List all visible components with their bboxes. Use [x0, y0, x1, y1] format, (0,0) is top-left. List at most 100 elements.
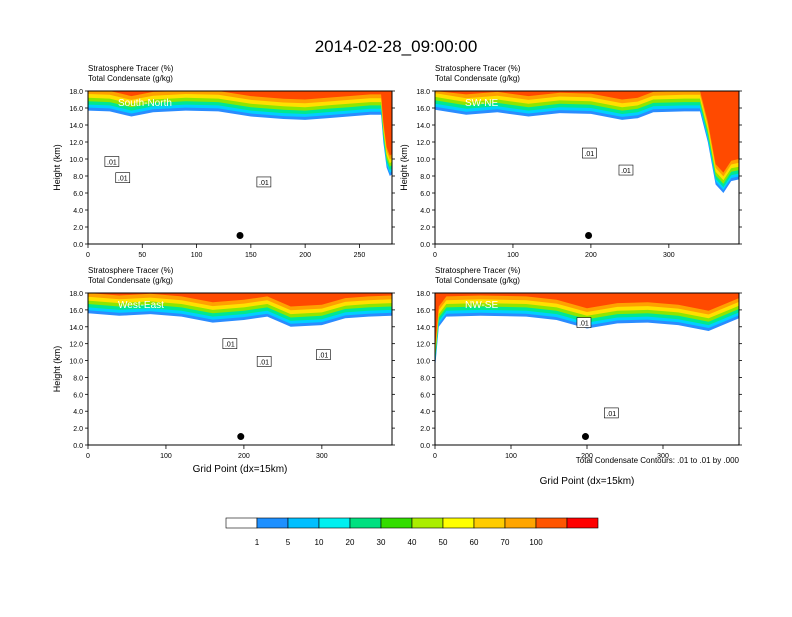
- tracer-band-5: [435, 293, 739, 357]
- x-tick-label: 200: [585, 252, 597, 259]
- x-axis-label: Grid Point (dx=15km): [193, 464, 288, 475]
- y-tick-label: 2.0: [73, 426, 83, 433]
- plot-frame: [87, 292, 393, 446]
- panel-4: .01 .01 NW-SE 0.0 2.0 4.0 6.0 8.0 10.0 12.0 14.0 16…: [416, 266, 742, 487]
- panel-2: .01 .01 SW-NE 0.0 2.0 4.0 6.0 8.0 10.0 12.0 14.0 16…: [399, 64, 742, 259]
- y-tick-label: 6.0: [73, 392, 83, 399]
- y-tick-label: 0.0: [73, 242, 83, 249]
- contour-label-box: [256, 176, 272, 188]
- y-tick-label: 4.0: [73, 208, 83, 215]
- colorbar-swatch: [504, 517, 537, 529]
- y-tick-label: 2.0: [73, 225, 83, 232]
- y-tick-label: 0.0: [420, 242, 430, 249]
- colorbar-swatch: [566, 517, 599, 529]
- x-tick-label: 200: [581, 453, 593, 460]
- y-tick-label: 4.0: [420, 208, 430, 215]
- x-tick-label: 0: [86, 252, 90, 259]
- contour-label-box: [604, 407, 619, 419]
- cross-section-label: SW-NE: [465, 98, 498, 109]
- figure-title: 2014-02-28_09:00:00: [315, 37, 478, 56]
- subtitle-tracer: Stratosphere Tracer (%): [88, 64, 174, 73]
- x-axis-label: Grid Point (dx=15km): [540, 476, 635, 487]
- panel-3: .01 .01 .01 West-East 0.0 2.0 4.0 6.0 8.0 10.0 12.…: [52, 266, 395, 475]
- location-marker: [236, 232, 244, 239]
- y-tick-label: 16.0: [69, 308, 83, 315]
- plot-area: .01 .01 .01: [88, 91, 392, 244]
- colorbar-level: 10: [315, 538, 324, 547]
- colorbar-level: 20: [346, 538, 355, 547]
- y-tick-label: 16.0: [416, 308, 430, 315]
- plot-frame: [434, 90, 740, 245]
- x-tick-label: 0: [86, 453, 90, 460]
- tracer-band-3: [88, 91, 392, 171]
- y-tick-label: 12.0: [416, 140, 430, 147]
- subtitle-tracer: Stratosphere Tracer (%): [435, 64, 521, 73]
- contour-label-box: [222, 338, 238, 349]
- y-axis-label: Height (km): [399, 144, 409, 191]
- contour-label-box: [618, 164, 634, 176]
- y-tick-label: 18.0: [416, 89, 430, 96]
- plot-frame: [87, 90, 393, 245]
- colorbar: 1 5 10 20 30 40 50 60 70 100: [225, 517, 599, 547]
- x-tick-label: 100: [507, 252, 519, 259]
- y-tick-label: 14.0: [69, 325, 83, 332]
- y-tick-label: 12.0: [69, 342, 83, 349]
- tracer-band-7: [435, 91, 739, 173]
- contour-label: .01: [118, 176, 128, 183]
- x-tick-label: 150: [245, 252, 257, 259]
- contour-label-box: [582, 147, 597, 159]
- contour-label: .01: [579, 321, 589, 328]
- y-tick-label: 2.0: [420, 426, 430, 433]
- contour-label: .01: [259, 359, 269, 366]
- colorbar-swatch: [473, 517, 506, 529]
- colorbar-swatch: [380, 517, 413, 529]
- colorbar-swatch: [442, 517, 475, 529]
- cross-section-label: West-East: [118, 300, 164, 311]
- x-tick-label: 100: [191, 252, 203, 259]
- y-tick-label: 2.0: [420, 225, 430, 232]
- contour-label-box: [256, 356, 272, 367]
- x-tick-label: 200: [299, 252, 311, 259]
- panel-1: .01 .01 .01 South-North 0.0 2.0 4.0 6.0 8.0 10.0 1…: [52, 64, 395, 259]
- y-tick-label: 0.0: [73, 443, 83, 450]
- y-tick-label: 6.0: [73, 191, 83, 198]
- colorbar-level: 50: [439, 538, 448, 547]
- y-tick-label: 18.0: [69, 291, 83, 298]
- colorbar-level: 70: [501, 538, 510, 547]
- colorbar-swatch: [318, 517, 351, 529]
- y-tick-label: 10.0: [416, 359, 430, 366]
- y-tick-label: 8.0: [73, 375, 83, 382]
- colorbar-level: 100: [529, 538, 543, 547]
- colorbar-swatch: [225, 517, 258, 529]
- x-tick-label: 250: [354, 252, 366, 259]
- x-tick-label: 100: [160, 453, 172, 460]
- y-tick-label: 18.0: [416, 291, 430, 298]
- x-tick-label: 100: [505, 453, 517, 460]
- x-tick-label: 300: [657, 453, 669, 460]
- colorbar-level: 5: [286, 538, 291, 547]
- y-tick-label: 8.0: [420, 375, 430, 382]
- x-tick-label: 200: [238, 453, 250, 460]
- cross-section-label: NW-SE: [465, 300, 498, 311]
- contour-label: .01: [319, 353, 329, 360]
- subtitle-condensate: Total Condensate (g/kg): [435, 276, 520, 285]
- plot-area: .01 .01 .01: [88, 293, 392, 445]
- y-tick-label: 16.0: [69, 106, 83, 113]
- y-tick-label: 14.0: [416, 123, 430, 130]
- y-axis-label: Height (km): [52, 144, 62, 191]
- colorbar-swatch: [411, 517, 444, 529]
- x-tick-label: 0: [433, 252, 437, 259]
- tracer-band-7: [435, 293, 739, 349]
- subtitle-condensate: Total Condensate (g/kg): [88, 74, 173, 83]
- plot-area: .01 .01: [435, 91, 739, 244]
- y-tick-label: 6.0: [420, 191, 430, 198]
- y-tick-label: 10.0: [69, 157, 83, 164]
- location-marker: [585, 232, 593, 239]
- y-tick-label: 14.0: [416, 325, 430, 332]
- contour-label: .01: [606, 411, 616, 418]
- y-tick-label: 18.0: [69, 89, 83, 96]
- contour-label-box: [316, 349, 331, 360]
- contour-label: .01: [225, 342, 235, 349]
- y-tick-label: 4.0: [73, 409, 83, 416]
